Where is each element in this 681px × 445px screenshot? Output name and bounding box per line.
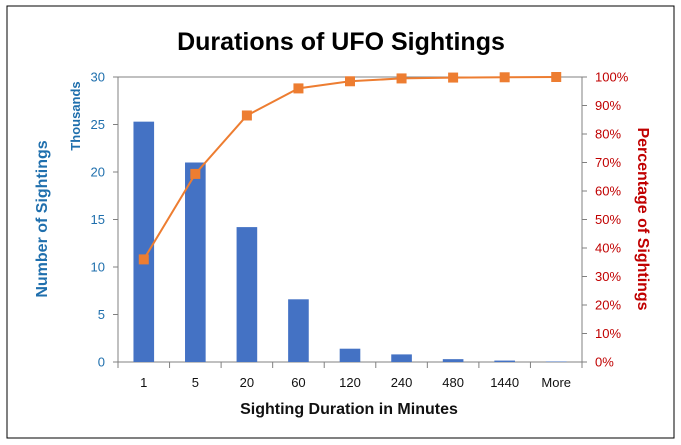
x-tick-label: 480	[442, 375, 464, 390]
y2-tick-label: 0%	[595, 355, 614, 370]
x-tick-label: 240	[391, 375, 413, 390]
chart-frame	[6, 5, 675, 439]
y2-tick-label: 40%	[595, 241, 621, 256]
line-marker	[241, 110, 252, 121]
plot-area: 0510152025300%10%20%30%40%50%60%70%80%90…	[91, 70, 629, 391]
x-tick-label: 5	[192, 375, 199, 390]
y2-tick-label: 20%	[595, 298, 621, 313]
bar	[391, 354, 412, 362]
line-marker	[190, 168, 201, 179]
y-tick-label: 10	[91, 260, 105, 275]
bar	[288, 299, 309, 362]
y2-axis-label: Percentage of Sightings	[634, 127, 651, 310]
line-marker	[345, 76, 355, 87]
y-axis-units-label: Thousands	[68, 81, 83, 150]
x-tick-label: 1	[140, 375, 147, 390]
bar	[442, 359, 464, 362]
y-tick-label: 0	[98, 355, 105, 370]
line-marker	[448, 72, 459, 83]
x-tick-label: 20	[240, 375, 254, 390]
y-tick-label: 30	[91, 70, 105, 85]
y-tick-label: 15	[91, 212, 105, 227]
chart-title: Durations of UFO Sightings	[177, 28, 505, 56]
x-tick-label: 1440	[490, 375, 519, 390]
y2-tick-label: 50%	[595, 212, 621, 227]
bar	[185, 162, 206, 362]
y-axis-label: Number of Sightings	[34, 140, 51, 297]
bar	[339, 348, 361, 362]
y2-tick-label: 60%	[595, 184, 621, 199]
line-marker	[551, 72, 562, 82]
bar	[494, 360, 515, 362]
y2-tick-label: 90%	[595, 98, 621, 113]
y2-tick-label: 10%	[595, 326, 621, 341]
y2-tick-label: 70%	[595, 155, 621, 170]
x-tick-label: More	[541, 375, 571, 390]
line-marker	[499, 72, 510, 83]
y2-tick-label: 30%	[595, 269, 621, 284]
y-tick-label: 5	[98, 307, 105, 322]
y2-tick-label: 100%	[595, 70, 629, 85]
line-marker	[293, 83, 304, 94]
bar	[236, 227, 258, 362]
line-marker	[396, 73, 407, 84]
y-tick-label: 20	[91, 165, 105, 180]
line-marker	[138, 254, 149, 265]
y-tick-label: 25	[91, 117, 105, 132]
y2-tick-label: 80%	[595, 127, 621, 142]
x-tick-label: 120	[339, 375, 361, 390]
bar	[133, 121, 155, 363]
x-tick-label: 60	[291, 375, 305, 390]
x-axis-label: Sighting Duration in Minutes	[240, 401, 458, 418]
